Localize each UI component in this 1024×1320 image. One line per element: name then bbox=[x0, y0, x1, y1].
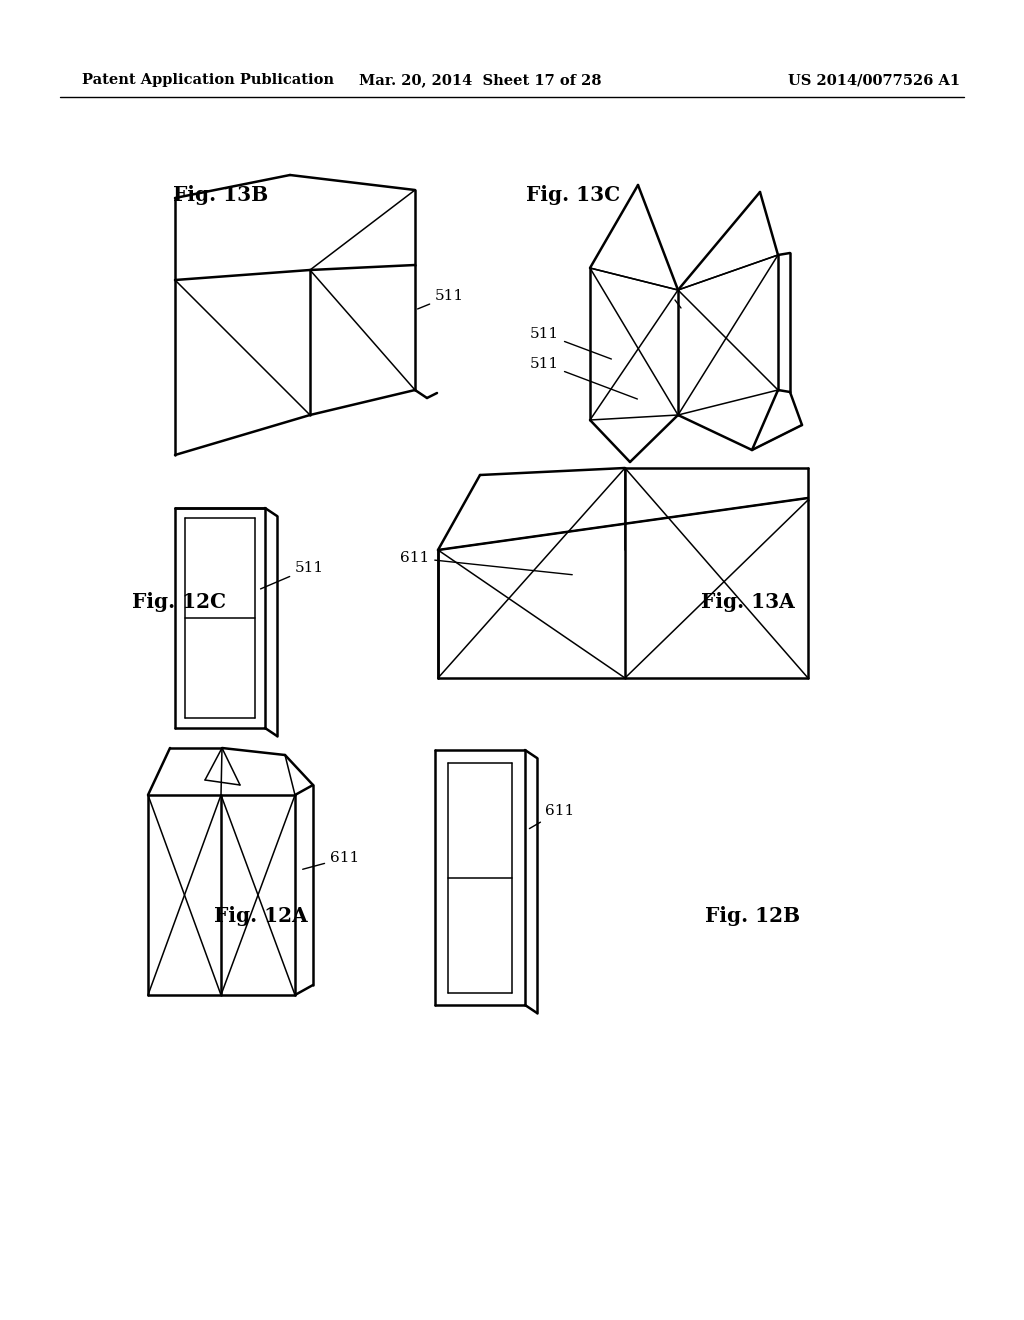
Text: Patent Application Publication: Patent Application Publication bbox=[82, 73, 334, 87]
Text: 611: 611 bbox=[303, 851, 359, 870]
Text: Fig. 12B: Fig. 12B bbox=[706, 906, 800, 927]
Text: US 2014/0077526 A1: US 2014/0077526 A1 bbox=[787, 73, 961, 87]
Text: Fig. 12C: Fig. 12C bbox=[132, 591, 226, 612]
Text: Fig. 13C: Fig. 13C bbox=[526, 185, 621, 206]
Text: 511: 511 bbox=[530, 327, 611, 359]
Text: Fig. 13B: Fig. 13B bbox=[172, 185, 268, 206]
Text: 511: 511 bbox=[530, 356, 637, 399]
Text: 511: 511 bbox=[260, 561, 325, 589]
Text: 611: 611 bbox=[529, 804, 574, 829]
Text: Mar. 20, 2014  Sheet 17 of 28: Mar. 20, 2014 Sheet 17 of 28 bbox=[358, 73, 601, 87]
Text: 511: 511 bbox=[418, 289, 464, 309]
Text: Fig. 13A: Fig. 13A bbox=[700, 591, 795, 612]
Text: Fig. 12A: Fig. 12A bbox=[214, 906, 308, 927]
Text: 611: 611 bbox=[400, 550, 572, 574]
